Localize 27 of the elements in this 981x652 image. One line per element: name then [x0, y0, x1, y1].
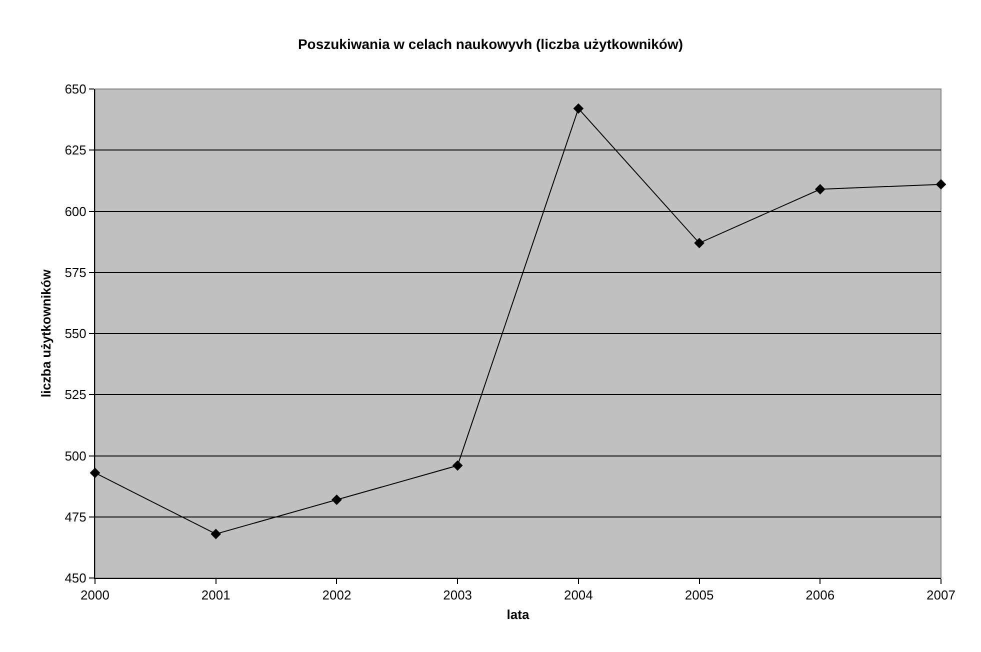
y-tick-label: 650	[64, 82, 86, 97]
y-tick-label: 625	[64, 142, 86, 158]
x-tick-label: 2007	[926, 588, 956, 603]
point	[936, 179, 946, 190]
point	[814, 184, 826, 194]
chart-title: Poszukiwania w celach naukowyvh (liczba użytkowników)	[298, 36, 684, 52]
point	[210, 528, 222, 540]
point	[694, 238, 704, 248]
y-tick-label: 575	[64, 264, 86, 280]
y-tick-label: 450	[64, 570, 86, 586]
y-axis-title: liczba użytkowników	[38, 268, 54, 398]
y-tick-label: 600	[64, 204, 86, 219]
x-tick-label: 2001	[201, 588, 230, 603]
x-axis-title: lata	[506, 607, 530, 622]
point	[332, 494, 342, 505]
x-tick-label: 2004	[564, 588, 593, 603]
x-tick-label: 2000	[80, 588, 110, 603]
y-tick-label: 525	[64, 387, 86, 402]
x-tick-label: 2006	[806, 588, 835, 603]
y-tick-label: 500	[64, 448, 86, 464]
point	[573, 103, 584, 114]
y-tick-label: 475	[64, 509, 86, 524]
x-tick-label: 2005	[684, 588, 714, 603]
x-tick-label: 2003	[443, 588, 472, 603]
y-tick-label: 550	[64, 326, 86, 342]
x-tick-label: 2002	[322, 588, 352, 603]
point	[452, 460, 463, 471]
